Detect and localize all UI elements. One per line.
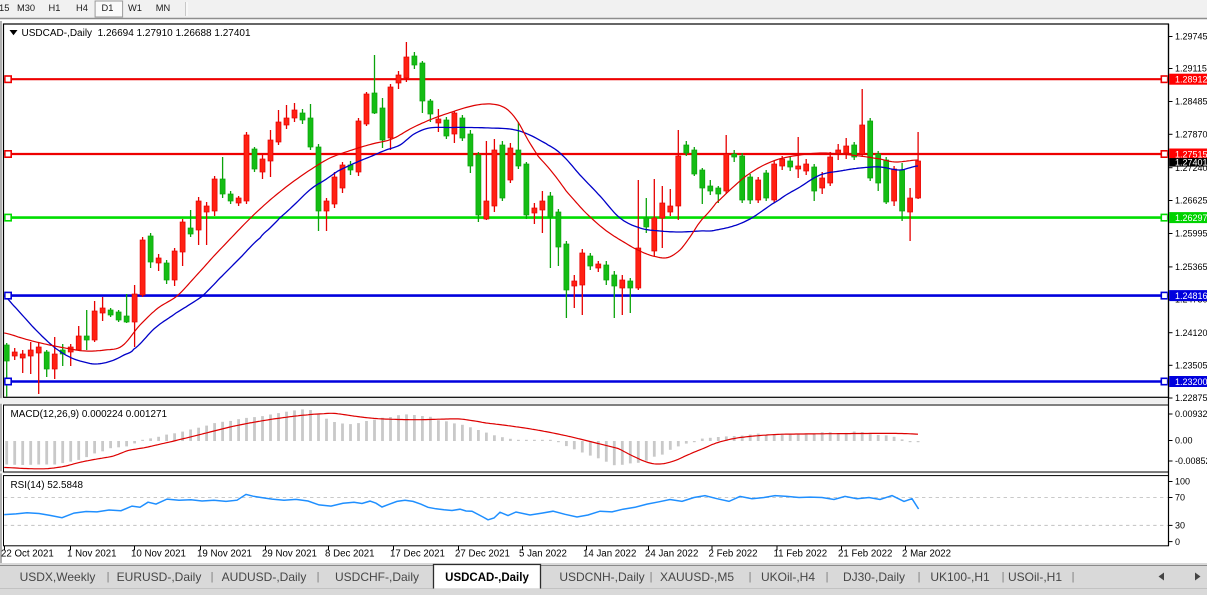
- svg-text:1.25995: 1.25995: [1175, 229, 1207, 239]
- svg-text:27 Dec 2021: 27 Dec 2021: [455, 549, 510, 560]
- svg-text:H4: H4: [76, 3, 88, 13]
- svg-text:14 Jan 2022: 14 Jan 2022: [583, 549, 636, 560]
- svg-text:24 Jan 2022: 24 Jan 2022: [645, 549, 698, 560]
- svg-text:0.009327: 0.009327: [1175, 409, 1207, 419]
- svg-text:1.27240: 1.27240: [1175, 163, 1207, 173]
- svg-text:|: |: [211, 571, 214, 583]
- svg-text:AUDUSD-,Daily: AUDUSD-,Daily: [222, 570, 307, 584]
- svg-text:|: |: [918, 571, 921, 583]
- svg-text:1.27401: 1.27401: [1175, 158, 1207, 168]
- svg-text:|: |: [749, 571, 752, 583]
- svg-text:10 Nov 2021: 10 Nov 2021: [131, 549, 186, 560]
- svg-text:DJ30-,Daily: DJ30-,Daily: [843, 570, 905, 584]
- svg-text:USDCHF-,Daily: USDCHF-,Daily: [335, 570, 419, 584]
- svg-text:22 Oct 2021: 22 Oct 2021: [1, 549, 54, 560]
- svg-text:0: 0: [1175, 537, 1180, 547]
- svg-text:1.29745: 1.29745: [1175, 32, 1207, 42]
- svg-text:RSI(14) 52.5848: RSI(14) 52.5848: [11, 480, 84, 491]
- svg-text:2 Mar 2022: 2 Mar 2022: [902, 549, 951, 560]
- svg-text:11 Feb 2022: 11 Feb 2022: [774, 549, 828, 560]
- svg-text:1.28485: 1.28485: [1175, 97, 1207, 107]
- svg-text:|: |: [650, 571, 653, 583]
- svg-text:USDX,Weekly: USDX,Weekly: [20, 570, 96, 584]
- svg-text:USDCNH-,Daily: USDCNH-,Daily: [559, 570, 644, 584]
- svg-text:5 Jan 2022: 5 Jan 2022: [519, 549, 567, 560]
- svg-text:70: 70: [1175, 493, 1185, 503]
- svg-text:1.25365: 1.25365: [1175, 262, 1207, 272]
- svg-text:M30: M30: [17, 3, 35, 13]
- svg-text:1.24816: 1.24816: [1175, 291, 1207, 301]
- svg-text:1.26625: 1.26625: [1175, 196, 1207, 206]
- svg-text:USOil-,H1: USOil-,H1: [1008, 570, 1062, 584]
- svg-text:USDCAD-,Daily: USDCAD-,Daily: [445, 572, 529, 584]
- svg-text:|: |: [1072, 571, 1075, 583]
- svg-text:|: |: [1002, 571, 1005, 583]
- svg-text:UKOil-,H4: UKOil-,H4: [761, 570, 815, 584]
- svg-text:1.29115: 1.29115: [1175, 64, 1207, 74]
- svg-text:|: |: [826, 571, 829, 583]
- svg-text:W1: W1: [128, 3, 142, 13]
- svg-text:1.26297: 1.26297: [1175, 213, 1207, 223]
- svg-text:UK100-,H1: UK100-,H1: [930, 570, 990, 584]
- svg-text:1.23200: 1.23200: [1175, 377, 1207, 387]
- svg-text:-0.008527: -0.008527: [1175, 456, 1207, 466]
- svg-text:1.28912: 1.28912: [1175, 75, 1207, 85]
- svg-text:15: 15: [0, 3, 9, 13]
- svg-text:1.27870: 1.27870: [1175, 130, 1207, 140]
- svg-text:EURUSD-,Daily: EURUSD-,Daily: [117, 570, 202, 584]
- svg-text:MN: MN: [156, 3, 170, 13]
- svg-text:29 Nov 2021: 29 Nov 2021: [262, 549, 317, 560]
- svg-text:|: |: [107, 571, 110, 583]
- svg-text:1.23505: 1.23505: [1175, 361, 1207, 371]
- svg-text:H1: H1: [49, 3, 61, 13]
- svg-text:21 Feb 2022: 21 Feb 2022: [838, 549, 892, 560]
- svg-text:1.24120: 1.24120: [1175, 328, 1207, 338]
- svg-text:30: 30: [1175, 521, 1185, 531]
- svg-text:XAUUSD-,M5: XAUUSD-,M5: [660, 570, 734, 584]
- svg-text:100: 100: [1175, 477, 1190, 487]
- svg-text:1 Nov 2021: 1 Nov 2021: [67, 549, 117, 560]
- svg-text:MACD(12,26,9) 0.000224 0.00127: MACD(12,26,9) 0.000224 0.001271: [11, 409, 168, 420]
- svg-text:0.00: 0.00: [1175, 436, 1193, 446]
- svg-text:D1: D1: [102, 3, 114, 13]
- svg-text:1.22875: 1.22875: [1175, 393, 1207, 403]
- svg-text:19 Nov 2021: 19 Nov 2021: [197, 549, 252, 560]
- svg-text:1.27515: 1.27515: [1175, 149, 1207, 159]
- svg-text:8 Dec 2021: 8 Dec 2021: [325, 549, 375, 560]
- svg-text:2 Feb 2022: 2 Feb 2022: [709, 549, 758, 560]
- svg-text:17 Dec 2021: 17 Dec 2021: [390, 549, 445, 560]
- svg-text:|: |: [317, 571, 320, 583]
- svg-text:USDCAD-,Daily 1.26694 1.27910: USDCAD-,Daily 1.26694 1.27910 1.26688 1.…: [22, 28, 251, 39]
